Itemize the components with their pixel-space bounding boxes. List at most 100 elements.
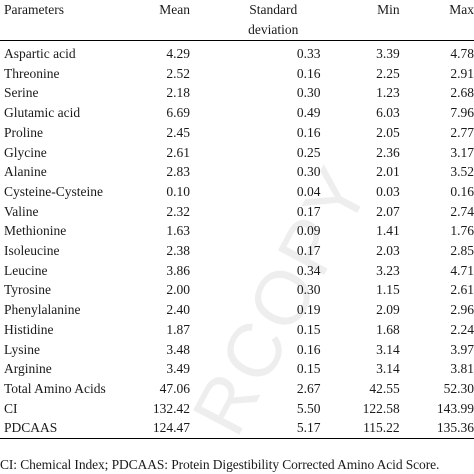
cell-mean: 6.69 [166, 105, 190, 121]
header-sd-line2: deviation [248, 22, 299, 37]
cell-parameter: Glycine [4, 144, 47, 160]
cell-parameter: PDCAAS [0, 418, 116, 440]
cell-standard-deviation: 0.30 [296, 164, 321, 180]
cell-parameter: Alanine [4, 164, 47, 180]
cell-min: 1.23 [376, 85, 400, 101]
cell-standard-deviation: 0.34 [296, 262, 321, 278]
cell-parameter: Cysteine-Cysteine [4, 183, 103, 199]
table-row: Phenylalanine 2.40 0.19 2.09 2.96 [0, 300, 474, 320]
table-row: Leucine 3.86 0.34 3.23 4.71 [0, 261, 474, 281]
cell-min: 1.68 [376, 321, 400, 337]
table-row: Cysteine-Cysteine 0.10 0.04 0.03 0.16 [0, 182, 474, 202]
cell-parameter: Valine [4, 203, 39, 219]
cell-max: 143.99 [436, 400, 474, 416]
cell-max: 7.96 [450, 105, 474, 121]
table-row: PDCAAS 124.47 5.17 115.22 135.36 [0, 418, 474, 440]
cell-parameter: Proline [4, 124, 43, 140]
cell-standard-deviation: 0.16 [296, 341, 321, 357]
cell-mean: 3.86 [166, 262, 190, 278]
table-body: Aspartic acid 4.29 0.33 3.39 4.78 Threonine 2.… [0, 41, 474, 440]
cell-min: 2.05 [376, 124, 400, 140]
cell-min: 1.15 [376, 282, 400, 298]
cell-max: 2.96 [450, 302, 474, 318]
table-row: Valine 2.32 0.17 2.07 2.74 [0, 202, 474, 222]
cell-max: 2.85 [450, 243, 474, 259]
cell-max: 1.76 [450, 223, 474, 239]
cell-parameter: Arginine [4, 361, 52, 377]
header-min: Min [320, 0, 400, 41]
cell-max: 52.30 [443, 380, 474, 396]
cell-standard-deviation: 0.17 [296, 203, 321, 219]
cell-max: 2.68 [450, 85, 474, 101]
cell-parameter: Isoleucine [4, 243, 60, 259]
cell-max: 3.81 [450, 361, 474, 377]
table-row: Arginine 3.49 0.15 3.14 3.81 [0, 359, 474, 379]
cell-max: 3.17 [450, 144, 474, 160]
table-row: Proline 2.45 0.16 2.05 2.77 [0, 123, 474, 143]
table-row: Aspartic acid 4.29 0.33 3.39 4.78 [0, 41, 474, 64]
cell-min: 2.07 [376, 203, 400, 219]
table-row: Tyrosine 2.00 0.30 1.15 2.61 [0, 280, 474, 300]
cell-mean: 2.83 [166, 164, 190, 180]
cell-mean: 2.00 [166, 282, 190, 298]
cell-min: 2.03 [376, 243, 400, 259]
cell-min: 3.14 [376, 361, 400, 377]
cell-parameter: Leucine [4, 262, 48, 278]
cell-parameter: Total Amino Acids [4, 380, 106, 396]
table-row: Methionine 1.63 0.09 1.41 1.76 [0, 221, 474, 241]
cell-standard-deviation: 0.33 [296, 46, 321, 61]
cell-max: 2.91 [450, 65, 474, 81]
cell-standard-deviation: 0.15 [296, 361, 321, 377]
cell-mean: 132.42 [152, 400, 190, 416]
cell-parameter: Tyrosine [4, 282, 52, 298]
cell-mean: 124.47 [115, 418, 190, 440]
header-mean: Mean [115, 0, 190, 41]
cell-min: 3.39 [376, 46, 400, 61]
cell-standard-deviation: 0.09 [296, 223, 321, 239]
cell-standard-deviation: 0.17 [296, 243, 321, 259]
table-row: Serine 2.18 0.30 1.23 2.68 [0, 83, 474, 103]
cell-standard-deviation: 0.16 [296, 124, 321, 140]
header-sd-line1: Standard [249, 2, 298, 17]
cell-mean: 47.06 [159, 380, 190, 396]
cell-parameter: Phenylalanine [4, 302, 81, 318]
cell-max: 3.97 [450, 341, 474, 357]
cell-standard-deviation: 0.19 [296, 302, 321, 318]
cell-mean: 2.32 [166, 203, 190, 219]
table-row: Alanine 2.83 0.30 2.01 3.52 [0, 162, 474, 182]
cell-mean: 1.63 [166, 223, 190, 239]
table-row: CI 132.42 5.50 122.58 143.99 [0, 399, 474, 419]
cell-standard-deviation: 0.16 [296, 65, 321, 81]
cell-min: 6.03 [376, 105, 400, 121]
cell-mean: 0.10 [166, 183, 190, 199]
cell-max: 4.78 [450, 46, 474, 61]
table-row: Lysine 3.48 0.16 3.14 3.97 [0, 340, 474, 360]
header-standard-deviation: Standard deviation [189, 0, 321, 41]
cell-mean: 2.40 [166, 302, 190, 318]
cell-min: 0.03 [376, 183, 400, 199]
cell-parameter: Serine [4, 85, 39, 101]
cell-mean: 2.38 [166, 243, 190, 259]
cell-standard-deviation: 0.04 [296, 183, 321, 199]
cell-standard-deviation: 5.50 [296, 400, 321, 416]
cell-max: 2.24 [450, 321, 474, 337]
cell-mean: 2.45 [166, 124, 190, 140]
cell-mean: 2.52 [166, 65, 190, 81]
table-footnote: CI: Chemical Index; PDCAAS: Protein Dige… [0, 457, 440, 472]
cell-standard-deviation: 0.25 [296, 144, 321, 160]
cell-standard-deviation: 0.15 [296, 321, 321, 337]
table-row: Glutamic acid 6.69 0.49 6.03 7.96 [0, 103, 474, 123]
cell-parameter: Glutamic acid [4, 105, 81, 121]
cell-min: 3.14 [376, 341, 400, 357]
cell-mean: 4.29 [166, 46, 190, 61]
cell-standard-deviation: 0.49 [296, 105, 321, 121]
cell-max: 3.52 [450, 164, 474, 180]
cell-parameter: Lysine [4, 341, 40, 357]
cell-max: 2.74 [450, 203, 474, 219]
cell-mean: 3.49 [166, 361, 190, 377]
cell-standard-deviation: 2.67 [296, 380, 321, 396]
cell-parameter: Methionine [4, 223, 67, 239]
cell-parameter: Threonine [4, 65, 60, 81]
cell-min: 2.25 [376, 65, 400, 81]
